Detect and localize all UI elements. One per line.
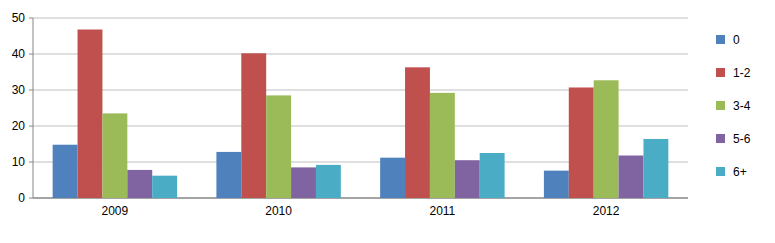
bar [480, 153, 505, 198]
y-tick-label: 0 [18, 191, 25, 205]
bar [127, 170, 152, 198]
grid-line [33, 18, 688, 19]
bar [53, 145, 78, 198]
legend-swatch [716, 35, 725, 44]
y-tick-label: 20 [12, 119, 26, 133]
bar [291, 167, 316, 198]
legend-swatch [716, 101, 725, 110]
legend-label: 3-4 [733, 99, 751, 113]
grid-line [33, 54, 688, 55]
y-tick [29, 162, 33, 163]
y-tick-label: 50 [12, 11, 26, 25]
bar [643, 139, 668, 198]
y-tick-label: 30 [12, 83, 26, 97]
bar [266, 95, 291, 198]
y-tick-label: 40 [12, 47, 26, 61]
x-tick-label: 2010 [265, 204, 292, 218]
bar [216, 152, 241, 198]
bar [619, 156, 644, 198]
bar [430, 93, 455, 198]
y-tick [29, 54, 33, 55]
y-tick-label: 10 [12, 155, 26, 169]
bar [152, 176, 177, 198]
bar [544, 171, 569, 198]
x-tick-label: 2009 [102, 204, 129, 218]
legend-swatch [716, 68, 725, 77]
legend-label: 1-2 [733, 66, 751, 80]
x-tick-label: 2012 [593, 204, 620, 218]
bars [53, 30, 669, 198]
legend-swatch [716, 167, 725, 176]
bar [405, 67, 430, 198]
bar [594, 80, 619, 198]
legend-label: 6+ [733, 165, 747, 179]
bar [102, 113, 127, 198]
bar [78, 30, 103, 198]
chart: 0 10 20 30 40 50 2009 2010 2011 2012 0 1-2 3-4 5-6 6+ [0, 0, 775, 243]
bar [241, 53, 266, 198]
bar [569, 87, 594, 198]
y-tick [29, 126, 33, 127]
x-tick-label: 2011 [429, 204, 455, 218]
legend-label: 5-6 [733, 132, 751, 146]
bar [316, 165, 341, 198]
bar [455, 160, 480, 198]
y-axis [33, 18, 34, 198]
bar [380, 158, 405, 198]
y-tick [29, 18, 33, 19]
y-tick [29, 90, 33, 91]
legend-label: 0 [733, 33, 740, 47]
legend-swatch [716, 134, 725, 143]
y-tick [29, 198, 33, 199]
